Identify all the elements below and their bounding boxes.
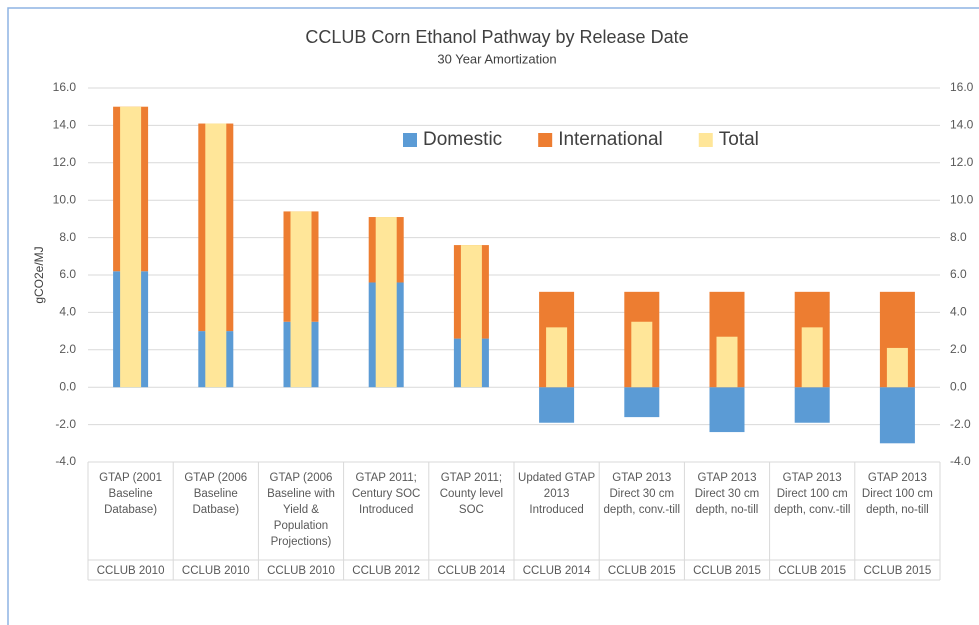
x-group-label: CCLUB 2015	[693, 565, 761, 577]
legend-swatch	[538, 133, 553, 147]
x-tick-label: GTAP (2001 Baseline Database)	[99, 472, 163, 516]
y-axis-label: gCO2e/MJ	[32, 246, 46, 303]
bar	[709, 387, 745, 433]
legend-label: Domestic	[423, 129, 502, 150]
y2-tick-label: 14.0	[950, 118, 974, 132]
bar	[546, 327, 568, 388]
x-tick-label: GTAP 2013 Direct 30 cm depth, conv.-till	[603, 472, 681, 516]
y2-tick-label: -2.0	[950, 417, 971, 431]
y-tick-label: 6.0	[59, 267, 76, 281]
x-tick-label: GTAP 2011; County level SOC	[439, 472, 504, 516]
legend-swatch	[403, 133, 417, 147]
x-group-label: CCLUB 2015	[778, 565, 847, 577]
y2-tick-label: 8.0	[950, 230, 967, 244]
bar	[801, 327, 823, 388]
y2-tick-label: -4.0	[950, 454, 971, 468]
chart-frame	[7, 7, 979, 625]
x-group-label: CCLUB 2014	[522, 565, 591, 577]
bar	[624, 387, 660, 418]
y2-tick-label: 10.0	[950, 192, 974, 206]
y-tick-label: 12.0	[53, 155, 77, 169]
y2-tick-label: 16.0	[950, 80, 974, 94]
bar	[120, 106, 142, 388]
x-group-label: CCLUB 2014	[437, 565, 506, 577]
y-tick-label: 16.0	[53, 80, 77, 94]
x-tick-label: GTAP 2011; Century SOC Introduced	[351, 472, 421, 516]
y-tick-label: 4.0	[59, 305, 76, 319]
bar	[460, 245, 482, 388]
bar	[886, 347, 908, 388]
x-tick-label: GTAP (2006 Baseline with Yield & Populat…	[267, 472, 335, 548]
chart-subtitle: 30 Year Amortization	[437, 51, 556, 66]
y-tick-label: 14.0	[53, 118, 77, 132]
y2-tick-label: 12.0	[950, 155, 974, 169]
x-group-label: CCLUB 2010	[181, 565, 250, 577]
bar	[290, 211, 312, 388]
bar	[716, 336, 738, 388]
x-tick-label: GTAP (2006 Baseline Datbase)	[184, 472, 248, 516]
x-group-label: CCLUB 2015	[863, 565, 932, 577]
bar	[794, 387, 830, 423]
y2-tick-label: 6.0	[950, 267, 967, 281]
y-tick-label: 10.0	[53, 192, 77, 206]
y-tick-label: 2.0	[59, 342, 76, 356]
legend-label: Total	[719, 129, 759, 150]
bar	[539, 387, 575, 423]
bar	[631, 321, 653, 388]
y-tick-label: 0.0	[59, 379, 76, 393]
bar	[205, 123, 227, 388]
y-tick-label: 8.0	[59, 230, 76, 244]
y-tick-label: -4.0	[55, 454, 76, 468]
y2-tick-label: 4.0	[950, 305, 967, 319]
x-tick-label: GTAP 2013 Direct 30 cm depth, no-till	[694, 472, 760, 516]
y2-tick-label: 2.0	[950, 342, 967, 356]
bar	[879, 387, 915, 444]
x-group-label: CCLUB 2010	[96, 565, 165, 577]
x-group-label: CCLUB 2012	[352, 565, 421, 577]
y-tick-label: -2.0	[55, 417, 76, 431]
x-group-label: CCLUB 2015	[607, 565, 676, 577]
x-group-label: CCLUB 2010	[267, 565, 335, 577]
chart-title: CCLUB Corn Ethanol Pathway by Release Da…	[305, 27, 688, 47]
legend-label: International	[558, 129, 663, 150]
x-tick-label: GTAP 2013 Direct 100 cm depth, conv.-til…	[773, 472, 851, 516]
legend-swatch	[698, 133, 713, 147]
x-tick-label: GTAP 2013 Direct 100 cm depth, no-till	[861, 472, 933, 516]
x-tick-label: Updated GTAP 2013 Introduced	[518, 472, 596, 516]
y2-tick-label: 0.0	[950, 379, 967, 393]
bar	[375, 217, 397, 388]
